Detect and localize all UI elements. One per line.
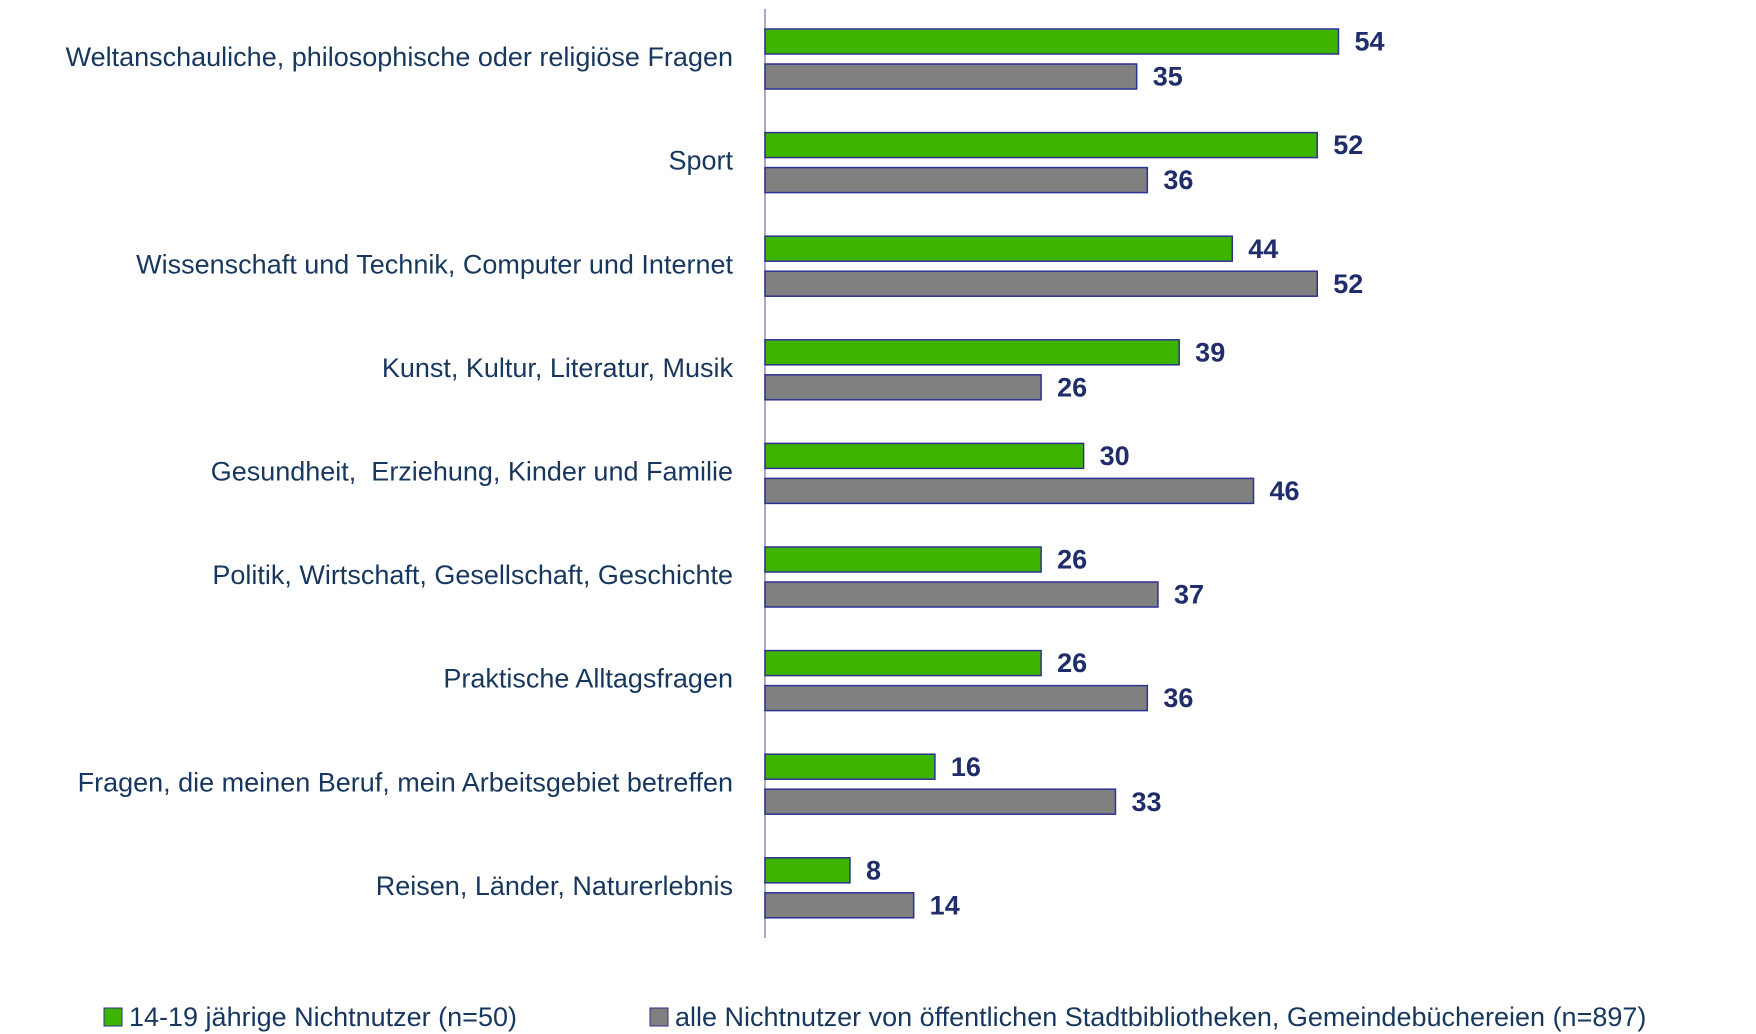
legend-swatch bbox=[649, 1007, 669, 1027]
category-label: Praktische Alltagsfragen bbox=[443, 664, 733, 694]
bar bbox=[764, 649, 1042, 677]
bar bbox=[764, 684, 1149, 712]
bar bbox=[764, 339, 1180, 366]
value-label: 37 bbox=[1174, 580, 1204, 610]
value-label: 46 bbox=[1270, 476, 1300, 506]
category-label: Kunst, Kultur, Literatur, Musik bbox=[382, 353, 734, 383]
category-label: Wissenschaft und Technik, Computer und I… bbox=[136, 249, 733, 279]
legend-swatch bbox=[103, 1007, 123, 1027]
value-label: 36 bbox=[1163, 683, 1193, 713]
legend-label: alle Nichtnutzer von öffentlichen Stadtb… bbox=[675, 1002, 1646, 1032]
value-label: 36 bbox=[1163, 165, 1193, 195]
bar bbox=[764, 753, 936, 780]
bar bbox=[764, 374, 1042, 401]
bar bbox=[764, 270, 1318, 297]
category-label: Sport bbox=[668, 146, 733, 176]
bar bbox=[764, 166, 1149, 194]
category-label: Weltanschauliche, philosophische oder re… bbox=[66, 42, 733, 72]
category-label: Reisen, Länder, Naturerlebnis bbox=[376, 871, 733, 901]
value-label: 52 bbox=[1333, 269, 1363, 299]
value-label: 8 bbox=[866, 855, 881, 885]
value-label: 54 bbox=[1354, 27, 1384, 57]
value-label: 33 bbox=[1131, 787, 1161, 817]
bar bbox=[764, 235, 1234, 262]
bar bbox=[764, 442, 1085, 470]
bar bbox=[764, 892, 915, 919]
bar bbox=[764, 63, 1138, 90]
category-label: Fragen, die meinen Beruf, mein Arbeitsge… bbox=[78, 767, 733, 797]
bar bbox=[764, 477, 1255, 505]
value-label: 16 bbox=[951, 752, 981, 782]
value-label: 26 bbox=[1057, 372, 1087, 402]
bar bbox=[764, 788, 1117, 815]
value-label: 30 bbox=[1100, 441, 1130, 471]
value-label: 39 bbox=[1195, 337, 1225, 367]
value-label: 44 bbox=[1248, 234, 1278, 264]
category-label: Gesundheit, Erziehung, Kinder und Famili… bbox=[211, 457, 733, 487]
bar bbox=[764, 581, 1159, 608]
category-label: Politik, Wirtschaft, Gesellschaft, Gesch… bbox=[212, 560, 733, 590]
value-label: 35 bbox=[1153, 62, 1183, 92]
value-label: 26 bbox=[1057, 648, 1087, 678]
bar bbox=[764, 131, 1318, 159]
value-label: 52 bbox=[1333, 130, 1363, 160]
value-label: 26 bbox=[1057, 545, 1087, 575]
value-label: 14 bbox=[930, 890, 960, 920]
bar bbox=[764, 28, 1340, 55]
bar bbox=[764, 546, 1042, 573]
legend-label: 14-19 jährige Nichtnutzer (n=50) bbox=[129, 1002, 517, 1032]
bar bbox=[764, 857, 851, 884]
